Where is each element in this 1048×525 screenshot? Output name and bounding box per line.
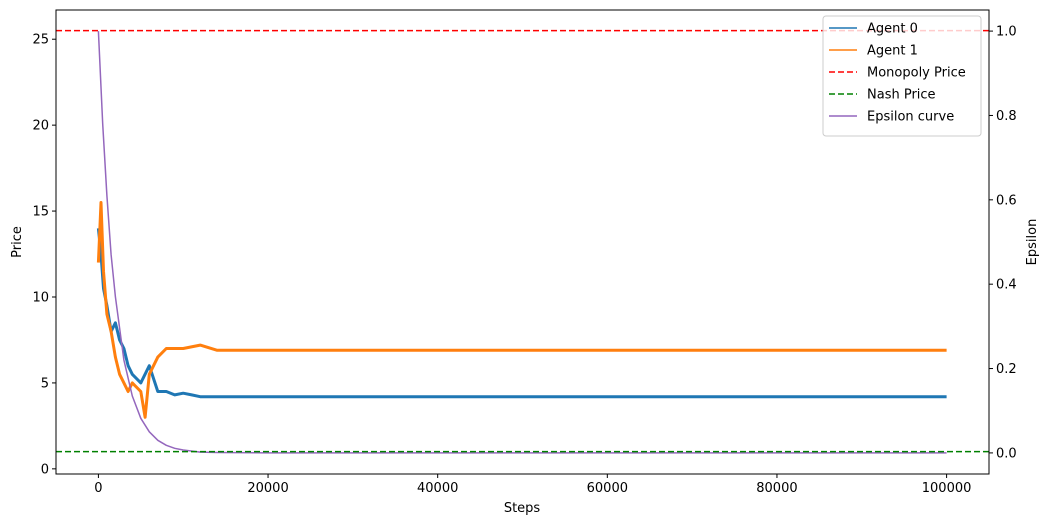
x-tick-label: 0 bbox=[94, 481, 102, 496]
legend-label-3: Nash Price bbox=[867, 88, 936, 103]
y-tick-label: 25 bbox=[32, 33, 49, 48]
series-layer bbox=[96, 31, 947, 454]
x-tick-label: 60000 bbox=[587, 481, 628, 496]
legend-label-2: Monopoly Price bbox=[867, 66, 966, 81]
series-line-4 bbox=[97, 31, 947, 454]
x-tick-label: 40000 bbox=[417, 481, 458, 496]
y2-axis-ticks: 0.0 0.2 0.4 0.6 0.8 1.0 bbox=[989, 25, 1017, 461]
legend-label-0: Agent 0 bbox=[867, 22, 918, 37]
x-tick-label: 80000 bbox=[756, 481, 797, 496]
y2-tick-label: 0.6 bbox=[996, 193, 1017, 208]
x-tick-label: 100000 bbox=[922, 481, 972, 496]
legend-label-1: Agent 1 bbox=[867, 44, 918, 59]
legend-label-4: Epsilon curve bbox=[867, 110, 954, 125]
x-axis-title: Steps bbox=[504, 501, 541, 516]
y-tick-label: 10 bbox=[32, 290, 49, 305]
y2-tick-label: 0.2 bbox=[996, 362, 1017, 377]
y-axis-ticks: 0 5 10 15 20 25 bbox=[32, 33, 56, 477]
y2-tick-label: 1.0 bbox=[996, 25, 1017, 40]
plot-frame bbox=[55, 9, 990, 475]
y-tick-label: 0 bbox=[41, 462, 49, 477]
y2-tick-label: 0.4 bbox=[996, 278, 1017, 293]
y2-tick-label: 0.0 bbox=[996, 446, 1017, 461]
y-axis-title: Price bbox=[10, 226, 25, 258]
y2-axis-title: Epsilon bbox=[1025, 219, 1040, 266]
x-tick-label: 20000 bbox=[247, 481, 288, 496]
legend: Agent 0 Agent 1 Monopoly Price Nash Price Ep… bbox=[822, 15, 982, 137]
y-tick-label: 20 bbox=[32, 119, 49, 134]
series-line-1 bbox=[96, 201, 947, 419]
y2-tick-label: 0.8 bbox=[996, 109, 1017, 124]
y-tick-label: 15 bbox=[32, 205, 49, 220]
legend-box bbox=[822, 15, 982, 137]
x-axis-ticks: 0 20000 40000 60000 80000 100000 bbox=[94, 474, 971, 496]
y-tick-label: 5 bbox=[41, 376, 49, 391]
